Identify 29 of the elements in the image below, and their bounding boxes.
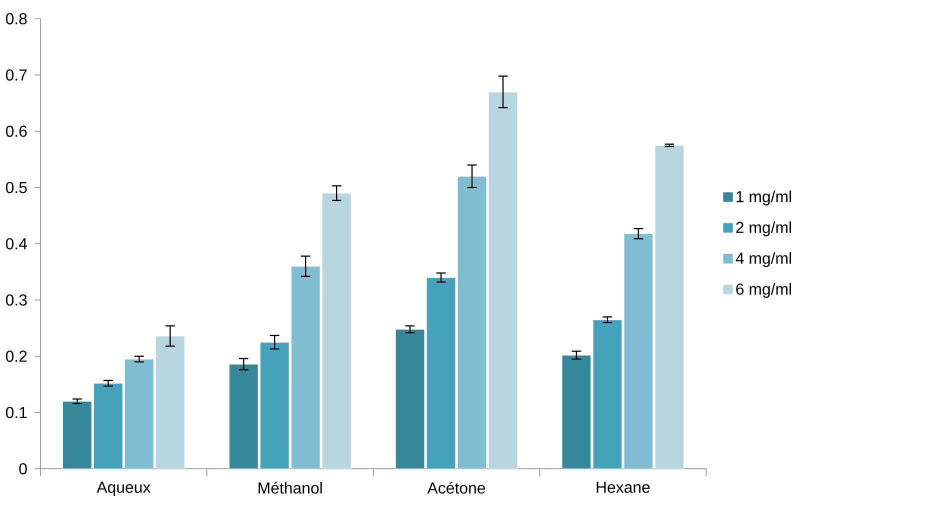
bar (488, 92, 518, 469)
y-tick-label: 0.5 (6, 182, 27, 194)
bar (93, 382, 124, 469)
bar (654, 144, 684, 469)
y-tick-label: 0.6 (6, 126, 27, 137)
x-tick-label: Méthanol (258, 482, 322, 494)
legend-label: 1 mg/ml (736, 190, 791, 206)
legend-label: 4 mg/ml (736, 252, 791, 268)
bar (457, 176, 487, 469)
y-tick-label: 0.4 (6, 238, 28, 250)
bar (290, 266, 321, 469)
x-tick-label: Aqueux (96, 482, 151, 496)
y-tick-label: 0.7 (6, 69, 27, 81)
bar (426, 277, 456, 469)
bar (155, 336, 186, 469)
y-tick-label: 0.3 (6, 294, 27, 306)
bar (124, 358, 154, 469)
y-tick-label: 0 (19, 463, 27, 474)
y-tick-label: 0.2 (6, 350, 27, 362)
y-tick-label: 0.8 (6, 13, 27, 24)
bar (592, 319, 622, 469)
x-tick-label: Acétone (427, 482, 486, 494)
bar (322, 192, 352, 469)
bar (624, 233, 654, 469)
y-tick-label: 0.1 (6, 406, 27, 418)
x-tick-label: Hexane (596, 482, 650, 493)
legend-label: 2 mg/ml (736, 221, 791, 236)
legend-label: 6 mg/ml (736, 283, 791, 298)
bar (260, 342, 290, 469)
